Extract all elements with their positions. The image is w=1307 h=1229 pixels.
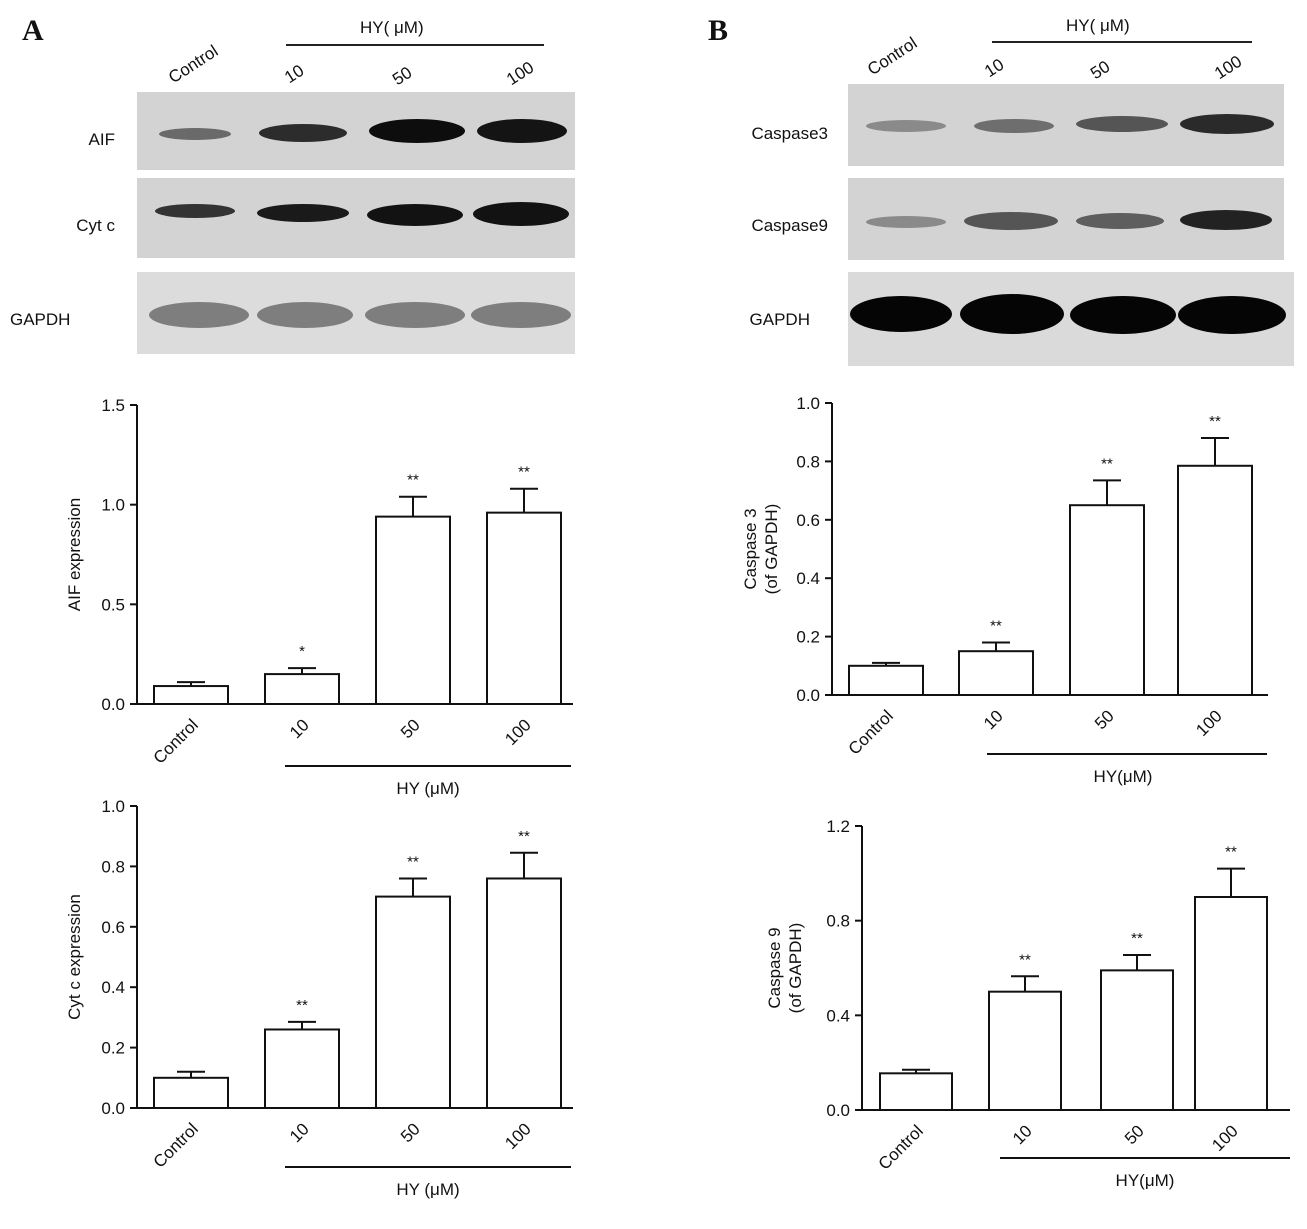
y-tick-label: 0.5 — [101, 595, 125, 614]
x-tick-label: 100 — [1208, 1121, 1241, 1154]
y-axis-title-line: (of GAPDH) — [762, 504, 781, 595]
bar — [879, 1072, 953, 1111]
chart-caspase9: 0.0 0.4 0.8 1.2 Caspase 9 (of GAPDH) Control **… — [765, 817, 1290, 1190]
y-tick-label: 0.4 — [826, 1006, 850, 1025]
bar — [958, 650, 1034, 697]
x-tick-label: 10 — [1009, 1121, 1036, 1148]
y-axis-title-line: Caspase 9 — [765, 927, 784, 1008]
x-axis-title: HY(μM) — [1116, 1171, 1175, 1190]
bar — [1194, 896, 1268, 1111]
chart-cytc-expression: 0.0 0.2 0.4 0.6 0.8 1.0 Cyt c expression Contro… — [65, 797, 573, 1199]
x-tick-label: Control — [845, 706, 897, 758]
blot-b-caspase9-strip — [848, 178, 1284, 260]
y-tick-label: 0.4 — [101, 978, 125, 997]
x-tick-label: Control — [875, 1121, 927, 1173]
bar — [988, 990, 1062, 1112]
blot-a-treatment-line — [286, 44, 544, 46]
y-tick-label: 1.2 — [826, 817, 850, 836]
y-tick-label: 0.8 — [826, 912, 850, 931]
blot-b-row-caspase9-label: Caspase9 — [751, 216, 828, 235]
significance-mark: ** — [1209, 413, 1221, 430]
x-tick-label: Control — [150, 1119, 202, 1171]
y-tick-label: 0.0 — [101, 695, 125, 714]
y-tick-label: 0.2 — [796, 628, 820, 647]
y-tick-label: 1.5 — [101, 396, 125, 415]
y-tick-label: 1.0 — [101, 797, 125, 816]
x-tick-label: 100 — [501, 1119, 534, 1152]
x-tick-label: 10 — [286, 1119, 313, 1146]
x-tick-label: 50 — [397, 1119, 424, 1146]
y-tick-label: 0.6 — [101, 918, 125, 937]
blot-a-gapdh-strip — [137, 272, 575, 354]
y-tick-label: 0.0 — [101, 1099, 125, 1118]
panel-a-letter: A — [22, 14, 44, 47]
bar — [1100, 969, 1174, 1111]
significance-mark: ** — [518, 828, 530, 845]
blot-b-treatment-line — [992, 41, 1252, 43]
blot-a-row-gapdh-label: GAPDH — [10, 310, 71, 329]
blot-b-row-gapdh-label: GAPDH — [749, 310, 810, 329]
blot-b-caspase3-strip — [848, 84, 1284, 166]
bar — [486, 511, 562, 706]
bar — [848, 664, 924, 696]
x-tick-label: Control — [150, 715, 202, 767]
bar — [375, 895, 451, 1109]
significance-mark: ** — [990, 617, 1002, 634]
blot-a-treatment-label: HY( μM) — [360, 18, 424, 37]
y-tick-label: 1.0 — [101, 496, 125, 515]
significance-mark: ** — [1101, 455, 1113, 472]
x-tick-label: 10 — [980, 706, 1007, 733]
x-tick-label: 100 — [1192, 706, 1225, 739]
y-axis-title: Cyt c expression — [65, 894, 84, 1020]
significance-mark: ** — [1225, 844, 1237, 861]
bar — [375, 515, 451, 705]
significance-mark: ** — [518, 464, 530, 481]
blot-a-cytc-strip — [137, 178, 575, 258]
significance-mark: ** — [1019, 951, 1031, 968]
y-axis-title-line: (of GAPDH) — [786, 923, 805, 1014]
bar — [1069, 504, 1145, 697]
bar — [486, 877, 562, 1109]
y-tick-label: 0.2 — [101, 1039, 125, 1058]
y-tick-label: 1.0 — [796, 394, 820, 413]
y-axis-title: AIF expression — [65, 498, 84, 611]
x-tick-label: 50 — [1121, 1121, 1148, 1148]
bar — [264, 673, 340, 705]
y-tick-label: 0.0 — [826, 1101, 850, 1120]
bar — [1177, 464, 1253, 696]
blot-b-gapdh-strip — [848, 272, 1294, 366]
significance-mark: ** — [296, 997, 308, 1014]
y-tick-label: 0.6 — [796, 511, 820, 530]
significance-mark: ** — [407, 472, 419, 489]
blot-a-aif-strip — [137, 92, 575, 170]
x-axis-title: HY(μM) — [1094, 767, 1153, 786]
significance-mark: * — [299, 643, 305, 660]
blot-b-treatment-label: HY( μM) — [1066, 16, 1130, 35]
blot-a-row-aif-label: AIF — [88, 130, 115, 149]
chart-caspase3: 0.0 0.2 0.4 0.6 0.8 1.0 Caspase 3 (of GAPDH) Con… — [741, 394, 1268, 786]
blot-a-row-cytc-label: Cyt c — [76, 216, 115, 235]
x-axis-title: HY (μM) — [396, 1180, 459, 1199]
significance-mark: ** — [1131, 930, 1143, 947]
bar — [153, 685, 229, 705]
y-tick-label: 0.8 — [796, 452, 820, 471]
x-tick-label: 100 — [501, 715, 534, 748]
y-tick-label: 0.4 — [796, 569, 820, 588]
bar — [264, 1028, 340, 1109]
x-tick-label: 50 — [397, 715, 424, 742]
blot-b-row-caspase3-label: Caspase3 — [751, 124, 828, 143]
x-tick-label: 10 — [286, 715, 313, 742]
chart-aif-expression: 0.0 0.5 1.0 1.5 AIF expression Control * 10 ** 50… — [65, 396, 573, 798]
x-tick-label: 50 — [1091, 706, 1118, 733]
significance-mark: ** — [407, 853, 419, 870]
x-axis-title: HY (μM) — [396, 779, 459, 798]
bar — [153, 1076, 229, 1110]
y-tick-label: 0.8 — [101, 857, 125, 876]
y-axis-title-line: Caspase 3 — [741, 508, 760, 589]
panel-b-letter: B — [708, 14, 729, 47]
y-tick-label: 0.0 — [796, 686, 820, 705]
